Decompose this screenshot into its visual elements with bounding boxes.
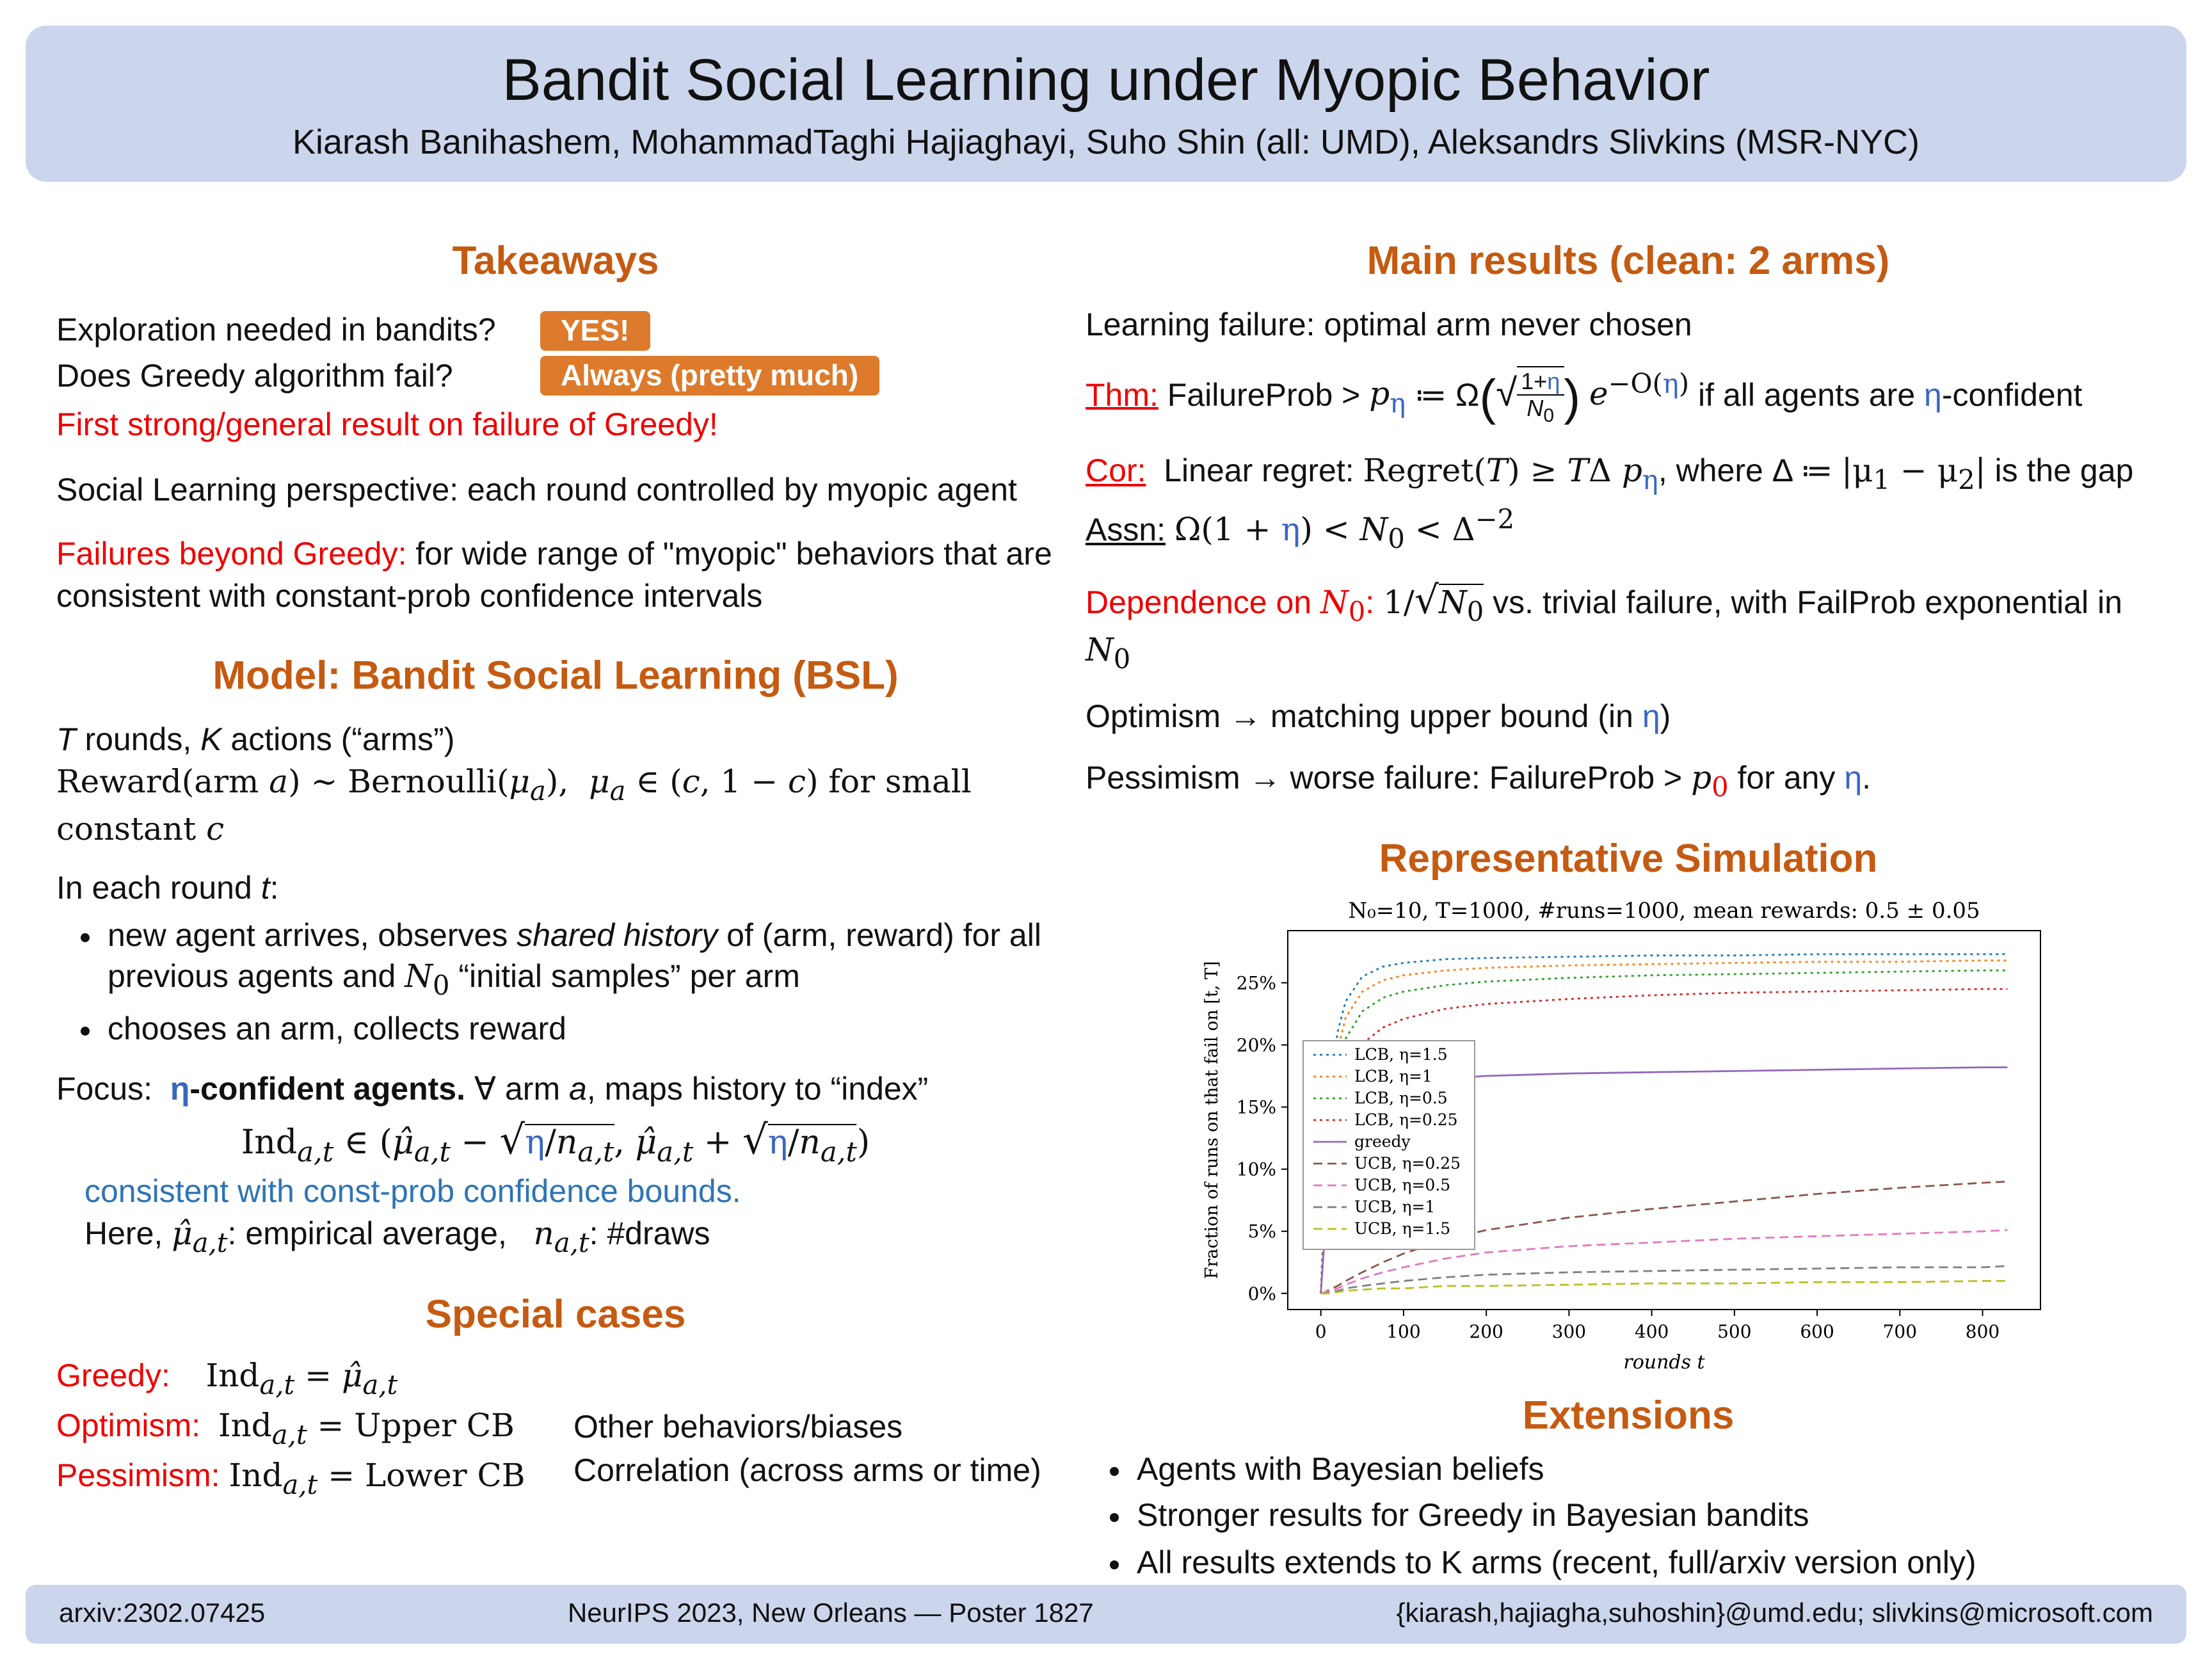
extension-bullet-2: Stronger results for Greedy in Bayesian … (1137, 1496, 2171, 1537)
question-greedy: Does Greedy algorithm fail? (56, 358, 453, 394)
corollary-line: Cor: Linear regret: Regret(T) ≥ TΔ pη, w… (1086, 451, 2134, 495)
footer-arxiv: arxiv:2302.07425 (59, 1599, 266, 1628)
special-cases-heading: Special cases (425, 1291, 686, 1336)
svg-text:LCB, η=0.25: LCB, η=0.25 (1354, 1110, 1458, 1129)
svg-text:100: 100 (1386, 1321, 1420, 1342)
footer-emails: {kiarash,hajiagha,suhoshin}@umd.edu; sli… (1396, 1599, 2153, 1628)
special-def-optimism: Inda,t = Upper CB (218, 1406, 515, 1450)
pessimism-line: Pessimism → worse failure: FailureProb >… (1086, 758, 1871, 803)
other-behaviors-block: Other behaviors/biases Correlation (acro… (573, 1407, 1041, 1507)
svg-text:greedy: greedy (1354, 1132, 1411, 1151)
strong-result-line: First strong/general result on failure o… (56, 407, 718, 443)
svg-text:N₀=10, T=1000, #runs=1000, mea: N₀=10, T=1000, #runs=1000, mean rewards:… (1348, 898, 1980, 924)
takeaway-row-greedy: Does Greedy algorithm fail? Always (pret… (56, 355, 1055, 397)
svg-text:0%: 0% (1248, 1283, 1276, 1304)
special-label-greedy: Greedy: (56, 1358, 170, 1394)
svg-text:LCB, η=1: LCB, η=1 (1354, 1067, 1432, 1086)
special-label-pessimism: Pessimism: (56, 1457, 220, 1494)
footer-venue: NeurIPS 2023, New Orleans — Poster 1827 (567, 1599, 1094, 1628)
special-row-greedy: Greedy: Inda,t = μ̂a,t (56, 1357, 558, 1400)
svg-text:LCB, η=0.5: LCB, η=0.5 (1354, 1089, 1448, 1107)
svg-text:400: 400 (1635, 1321, 1669, 1342)
model-heading: Model: Bandit Social Learning (BSL) (212, 653, 899, 698)
special-rows: Greedy: Inda,t = μ̂a,t Optimism: Inda,t … (56, 1350, 558, 1507)
svg-text:500: 500 (1717, 1321, 1751, 1342)
question-exploration: Exploration needed in bandits? (56, 312, 496, 348)
consistent-line: consistent with const-prob confidence bo… (84, 1174, 741, 1210)
svg-text:200: 200 (1469, 1321, 1503, 1342)
svg-text:300: 300 (1552, 1321, 1586, 1342)
main-results-heading: Main results (clean: 2 arms) (1366, 238, 1890, 283)
focus-line: Focus: η-confident agents. ∀ arm a, maps… (56, 1071, 929, 1107)
learning-failure-line: Learning failure: optimal arm never chos… (1086, 307, 1692, 343)
poster-title: Bandit Social Learning under Myopic Beha… (502, 46, 1710, 113)
simulation-chart: N₀=10, T=1000, #runs=1000, mean rewards:… (1198, 895, 2058, 1385)
svg-text:700: 700 (1883, 1321, 1917, 1342)
svg-text:800: 800 (1966, 1321, 2000, 1342)
poster-footer: arxiv:2302.07425 NeurIPS 2023, New Orlea… (26, 1585, 2186, 1644)
special-row-optimism: Optimism: Inda,t = Upper CB (56, 1407, 558, 1450)
round-intro: In each round t: (56, 870, 279, 907)
svg-text:10%: 10% (1237, 1158, 1276, 1180)
simulation-heading: Representative Simulation (1379, 835, 1878, 881)
svg-text:UCB, η=1.5: UCB, η=1.5 (1354, 1219, 1450, 1238)
index-formula: Inda,t ∈ (μ̂a,t − √η/na,t, μ̂a,t + √η/na… (241, 1118, 870, 1169)
special-def-pessimism: Inda,t = Lower CB (228, 1456, 525, 1500)
extension-bullet-3: All results extends to K arms (recent, f… (1137, 1543, 2171, 1584)
round-bullet-1: new agent arrives, observes shared histo… (108, 915, 1055, 1004)
other-behaviors-line1: Other behaviors/biases (573, 1409, 903, 1445)
dependence-line: Dependence on N0: 1/√N0 vs. trivial fail… (1086, 579, 2122, 675)
optimism-line: Optimism → matching upper bound (in η) (1086, 699, 1671, 735)
extensions-list: Agents with Bayesian beliefs Stronger re… (1086, 1449, 2171, 1584)
special-row-pessimism: Pessimism: Inda,t = Lower CB (56, 1457, 558, 1500)
svg-text:LCB, η=1.5: LCB, η=1.5 (1354, 1045, 1448, 1064)
takeaway-row-exploration: Exploration needed in bandits? YES! (56, 310, 1055, 351)
extension-bullet-1: Agents with Bayesian beliefs (1137, 1449, 2171, 1491)
theorem-line: Thm: FailureProb > pη ≔ Ω(√ 1+η N0) e−O(η)… (1086, 365, 2171, 431)
svg-text:25%: 25% (1237, 972, 1276, 993)
special-def-greedy: Inda,t = μ̂a,t (205, 1356, 398, 1400)
social-learning-line: Social Learning perspective: each round … (56, 472, 1017, 508)
extensions-heading: Extensions (1522, 1392, 1735, 1438)
svg-text:20%: 20% (1237, 1034, 1276, 1055)
assumption-line: Assn: Ω(1 + η) < N0 < Δ−2 (1086, 504, 1515, 555)
right-column: Main results (clean: 2 arms) Learning fa… (1086, 238, 2171, 1589)
svg-text:rounds t: rounds t (1623, 1351, 1705, 1374)
here-line: Here, μ̂a,t: empirical average, na,t: #d… (84, 1214, 710, 1258)
svg-text:15%: 15% (1237, 1096, 1276, 1118)
svg-text:UCB, η=0.5: UCB, η=0.5 (1354, 1176, 1450, 1194)
failures-label: Failures beyond Greedy: (56, 536, 407, 572)
failures-paragraph: Failures beyond Greedy: for wide range o… (56, 534, 1055, 617)
failures-rest: for wide range of "myopic" behaviors tha… (56, 536, 1052, 614)
poster-header: Bandit Social Learning under Myopic Beha… (26, 26, 2186, 182)
svg-text:Fraction of runs on that fail: Fraction of runs on that fail on [t, T] (1202, 961, 1222, 1279)
left-column: Takeaways Exploration needed in bandits?… (56, 238, 1055, 1507)
round-bullet-2: chooses an arm, collects reward (108, 1009, 1055, 1050)
takeaways-heading: Takeaways (452, 238, 659, 283)
model-line2: Reward(arm a) ∼ Bernoulli(μa), μa ∈ (c, … (56, 762, 972, 847)
svg-text:UCB, η=0.25: UCB, η=0.25 (1354, 1154, 1461, 1173)
special-label-optimism: Optimism: (56, 1407, 200, 1444)
svg-text:UCB, η=1: UCB, η=1 (1354, 1198, 1435, 1216)
svg-text:600: 600 (1800, 1321, 1834, 1342)
round-bullets: new agent arrives, observes shared histo… (56, 915, 1055, 1050)
svg-text:0: 0 (1315, 1321, 1327, 1342)
answer-badge-yes: YES! (540, 310, 650, 351)
model-line1: T rounds, K actions (“arms”) (56, 722, 455, 758)
answer-badge-always: Always (pretty much) (540, 356, 879, 396)
other-behaviors-line2: Correlation (across arms or time) (573, 1452, 1041, 1489)
special-cases: Greedy: Inda,t = μ̂a,t Optimism: Inda,t … (56, 1350, 1055, 1507)
svg-text:5%: 5% (1248, 1221, 1276, 1242)
poster-authors: Kiarash Banihashem, MohammadTaghi Hajiag… (293, 123, 1919, 161)
